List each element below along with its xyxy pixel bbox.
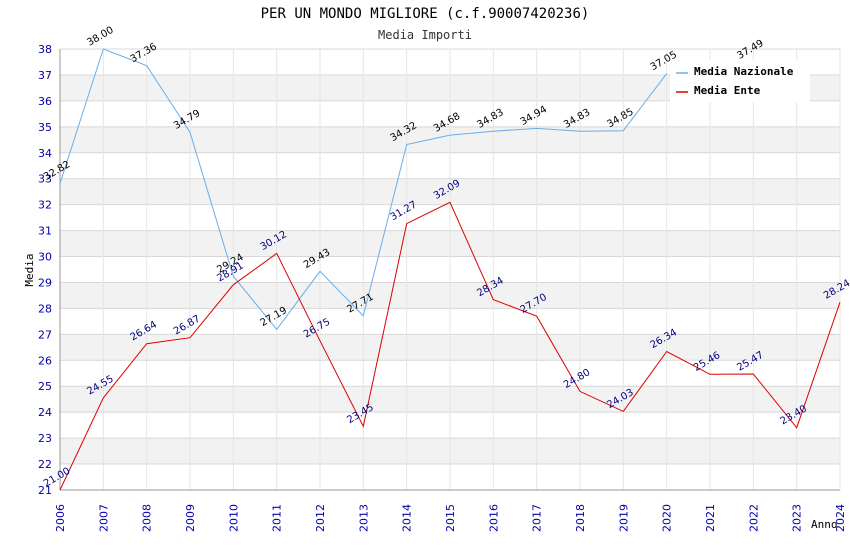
legend: Media Nazionale Media Ente — [670, 60, 810, 102]
legend-box — [670, 60, 810, 102]
gridlines — [59, 48, 841, 491]
axes: 21 22 23 24 25 26 27 28 29 30 31 32 33 34 35 36 37 38 2006… — [38, 43, 847, 532]
y-tick-label: 26 — [38, 354, 52, 367]
x-tick-label: 2013 — [357, 504, 370, 532]
x-tick-label: 2022 — [747, 504, 760, 532]
y-tick-label: 34 — [38, 147, 52, 160]
y-tick-label: 24 — [38, 406, 52, 419]
x-tick-label: 2021 — [704, 504, 717, 532]
x-tick-label: 2014 — [401, 504, 414, 532]
x-tick-label: 2016 — [487, 504, 500, 532]
x-tick-label: 2009 — [184, 504, 197, 532]
y-tick-label: 36 — [38, 95, 52, 108]
y-tick-label: 38 — [38, 43, 52, 56]
legend-label-ente: Media Ente — [694, 84, 761, 97]
x-tick-label: 2012 — [314, 504, 327, 532]
x-tick-label: 2018 — [574, 504, 587, 532]
series-line-nazionale — [59, 48, 668, 331]
x-tick-label: 2015 — [444, 504, 457, 532]
y-axis-label: Media — [23, 253, 36, 286]
x-tick-label: 2020 — [661, 504, 674, 532]
x-tick-label: 2023 — [791, 504, 804, 532]
x-axis-label: Anno — [811, 518, 838, 531]
series-lines — [59, 48, 841, 491]
legend-label-nazionale: Media Nazionale — [694, 65, 794, 78]
y-tick-label: 27 — [38, 328, 52, 341]
x-tick-label: 2017 — [531, 504, 544, 532]
y-tick-label: 21 — [38, 484, 52, 497]
y-tick-label: 35 — [38, 121, 52, 134]
x-tick-label: 2008 — [141, 504, 154, 532]
x-tick-label: 2019 — [617, 504, 630, 532]
x-tick-label: 2011 — [271, 504, 284, 532]
y-tick-label: 22 — [38, 458, 52, 471]
y-tick-label: 37 — [38, 69, 52, 82]
y-tick-label: 32 — [38, 199, 52, 212]
y-tick-label: 29 — [38, 276, 52, 289]
y-tick-label: 31 — [38, 225, 52, 238]
y-tick-label: 33 — [38, 173, 52, 186]
y-tick-label: 25 — [38, 380, 52, 393]
chart-subtitle: Media Importi — [378, 28, 472, 42]
y-tick-label: 23 — [38, 432, 52, 445]
x-tick-label: 2006 — [54, 504, 67, 532]
data-label-nazionale: 38.00 — [85, 25, 115, 49]
y-tick-label: 28 — [38, 302, 52, 315]
y-tick-label: 30 — [38, 251, 52, 264]
x-tick-label: 2024 — [834, 504, 847, 532]
x-tick-label: 2007 — [97, 504, 110, 532]
chart-title: PER UN MONDO MIGLIORE (c.f.90007420236) — [261, 6, 590, 22]
x-tick-label: 2010 — [227, 504, 240, 532]
series-line-ente — [59, 201, 841, 491]
